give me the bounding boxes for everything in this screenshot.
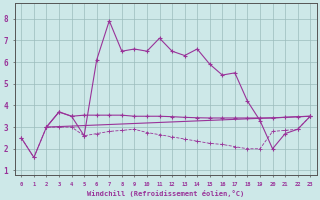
- X-axis label: Windchill (Refroidissement éolien,°C): Windchill (Refroidissement éolien,°C): [87, 190, 244, 197]
